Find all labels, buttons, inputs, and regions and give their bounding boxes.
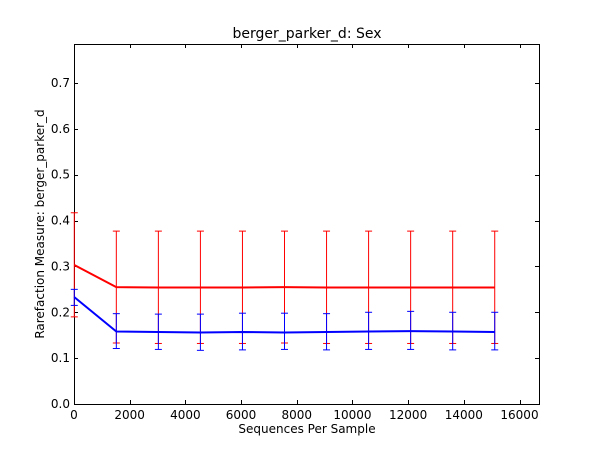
- x-tick-label: 4000: [170, 408, 201, 422]
- x-tick-label: 10000: [333, 408, 371, 422]
- x-tick-label: 12000: [389, 408, 427, 422]
- x-tick-label: 6000: [226, 408, 257, 422]
- y-tick-label: 0.4: [51, 214, 70, 228]
- y-tick-label: 0.2: [51, 305, 70, 319]
- x-tick-label: 0: [70, 408, 78, 422]
- ticks-layer: 0 2000 4000 6000 8000 10000 12000 14000 16000 0.0…: [51, 44, 539, 422]
- series-line: [73, 264, 495, 289]
- x-tick-label: 14000: [445, 408, 483, 422]
- series-layer: [70, 212, 499, 351]
- x-tick-label: 8000: [281, 408, 312, 422]
- x-tick-label: 2000: [114, 408, 145, 422]
- plot-frame: [74, 44, 540, 405]
- x-axis-label: Sequences Per Sample: [238, 422, 375, 436]
- y-tick-label: 0.3: [51, 259, 70, 273]
- series-line: [73, 296, 495, 334]
- y-tick-label: 0.7: [51, 76, 70, 90]
- y-axis-label: Rarefaction Measure: berger_parker_d: [33, 109, 47, 338]
- y-tick-label: 0.1: [51, 351, 70, 365]
- y-tick-label: 0.6: [51, 122, 70, 136]
- chart-title: berger_parker_d: Sex: [232, 26, 381, 42]
- y-tick-label: 0.0: [51, 397, 70, 411]
- series-1: [70, 288, 499, 351]
- y-tick-label: 0.5: [51, 168, 70, 182]
- x-tick-label: 16000: [500, 408, 538, 422]
